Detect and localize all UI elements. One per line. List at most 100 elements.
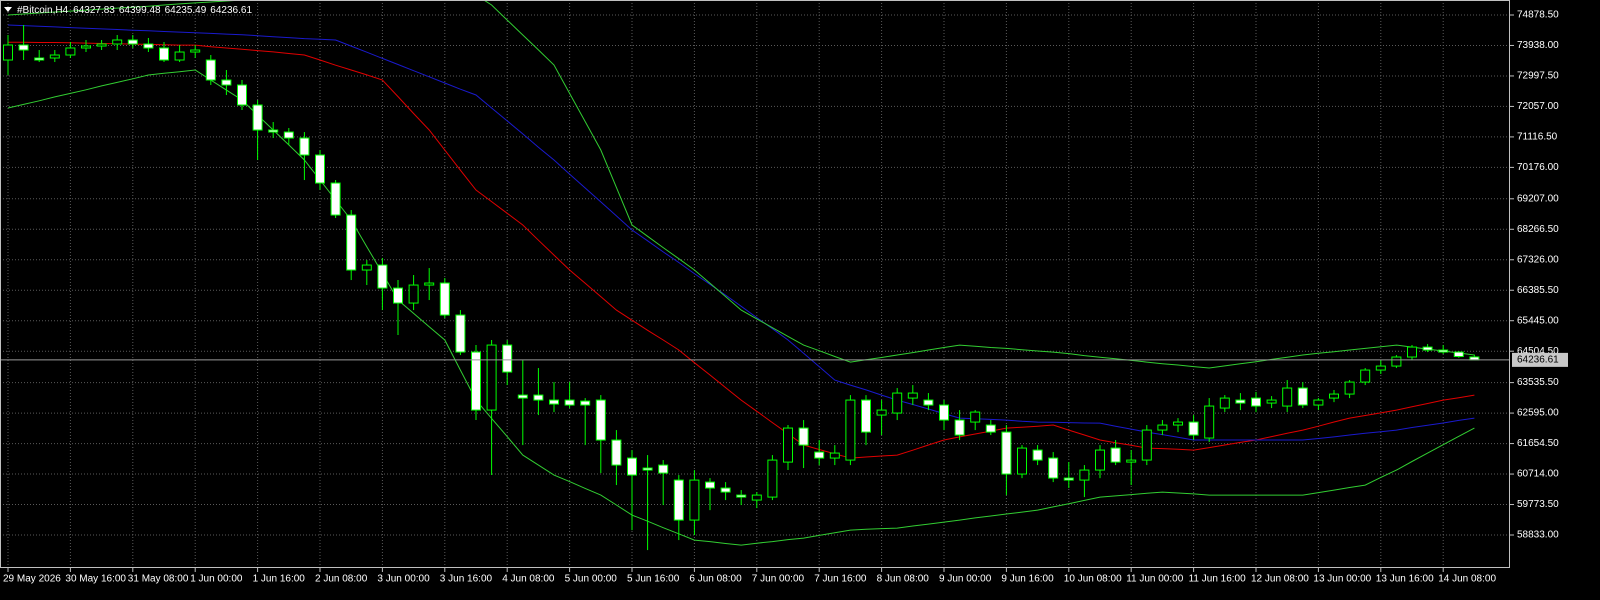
candle-body [159,47,169,61]
candle-body [1219,397,1230,409]
y-tick-label: 65445.00 [1517,315,1559,326]
x-tick-label: 29 May 2026 [3,574,61,585]
candle-body [1110,447,1121,463]
candle-body [1422,346,1433,351]
symbol: #Bitcoin,H4 [17,5,69,16]
candle-body [1391,356,1402,367]
menu-arrow[interactable] [4,7,12,12]
candle-body [1204,405,1215,439]
plot-layer [0,0,1510,551]
candle-body [580,400,591,406]
y-tick-label: 61654.50 [1517,438,1559,449]
candle-body [330,182,341,216]
y-tick-label: 67326.00 [1517,254,1559,265]
x-tick-label: 5 Jun 16:00 [627,574,680,585]
candle-body [1375,365,1386,371]
candle-body [673,479,684,521]
candle-body [1438,349,1449,353]
candle-body [1095,449,1105,471]
candle-body [1251,397,1261,407]
candle-body [1032,449,1043,461]
indicator-line [7,0,1475,369]
x-tick-label: 11 Jun 00:00 [1126,574,1184,585]
candle-body [205,59,216,81]
candle-body [377,264,388,289]
candle-body [1173,421,1183,426]
x-tick-label: 13 Jun 16:00 [1376,574,1434,585]
candle-body [299,137,310,156]
candle-body [1063,477,1074,481]
candle-body [1453,351,1464,358]
candle-body [720,487,731,493]
candle-body [190,49,201,53]
candle-body [112,39,123,45]
x-tick-label: 30 May 16:00 [65,574,126,585]
x-tick-label: 1 Jun 16:00 [253,574,306,585]
x-tick-label: 12 Jun 08:00 [1251,574,1309,585]
x-tick-label: 10 Jun 08:00 [1064,574,1122,585]
candle-body [1048,457,1059,479]
y-tick-label: 73938.00 [1517,40,1559,51]
candle-body [1282,387,1293,407]
x-tick-label: 5 Jun 00:00 [565,574,618,585]
candle-body [1017,447,1027,475]
candle-body [907,392,918,399]
x-tick-label: 2 Jun 08:00 [315,574,368,585]
x-tick-label: 13 Jun 00:00 [1313,574,1371,585]
y-tick-label: 60714.00 [1517,469,1559,480]
x-tick-label: 4 Jun 08:00 [502,574,555,585]
candle-body [1329,393,1339,399]
y-tick-label: 69207.00 [1517,193,1559,204]
y-tick-label: 74878.50 [1517,10,1559,21]
candle-body [861,399,871,433]
candle-body [1126,459,1137,463]
candle-body [1313,399,1324,406]
candle-body [471,351,481,411]
candle-body [34,57,45,61]
candle-body [221,79,232,86]
candle-body [705,481,715,489]
candle-body [1360,369,1371,383]
candle-body [611,439,622,466]
candle-body [627,457,637,476]
candle-body [424,282,435,286]
chart-header: #Bitcoin,H4 64327.83 64399.48 64235.49 64236… [4,5,252,16]
y-tick-label: 59773.50 [1517,499,1559,510]
x-tick-label: 14 Jun 08:00 [1438,574,1496,585]
candle-body [439,282,450,316]
indicator-line [7,69,1475,546]
axis-layer: 74878.50 73938.00 72997.50 72057.00 71116.50… [3,10,1568,585]
candle-body [549,399,559,405]
candle-body [315,154,325,184]
y-tick-label: 71116.50 [1517,132,1558,143]
candle-body [595,399,606,441]
candle-body [486,344,497,411]
candle-body [923,399,934,406]
price-label: 64236.61 [1517,355,1559,366]
candle-body [1141,429,1152,461]
candle-body [1001,431,1012,475]
low-value: 64235.49 [165,5,207,16]
candle-body [81,45,91,49]
candle-body [517,394,528,399]
candle-body [814,451,825,459]
candle-body [283,131,294,139]
x-tick-label: 7 Jun 16:00 [814,574,867,585]
candle-body [252,104,263,131]
candle-body [346,214,357,271]
candle-body [502,344,513,373]
y-tick-label: 72997.50 [1517,71,1559,82]
candle-body [642,467,653,471]
candle-body [127,39,138,45]
candle-body [143,43,154,49]
x-tick-label: 9 Jun 00:00 [939,574,992,585]
y-tick-label: 63535.50 [1517,377,1559,388]
candle-body [829,452,840,459]
x-tick-label: 9 Jun 16:00 [1001,574,1054,585]
header-text: #Bitcoin,H4 64327.83 64399.48 64235.49 64236… [17,5,252,16]
candle-body [1407,346,1417,358]
candle-body [3,44,13,61]
y-tick-label: 68266.50 [1517,224,1559,235]
